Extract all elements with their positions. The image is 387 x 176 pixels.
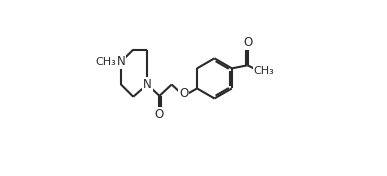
Text: O: O xyxy=(179,87,188,100)
Text: O: O xyxy=(155,108,164,121)
Text: CH₃: CH₃ xyxy=(254,66,275,76)
Text: N: N xyxy=(116,55,125,68)
Text: O: O xyxy=(243,36,252,49)
Text: CH₃: CH₃ xyxy=(96,57,116,67)
Text: N: N xyxy=(143,78,152,91)
